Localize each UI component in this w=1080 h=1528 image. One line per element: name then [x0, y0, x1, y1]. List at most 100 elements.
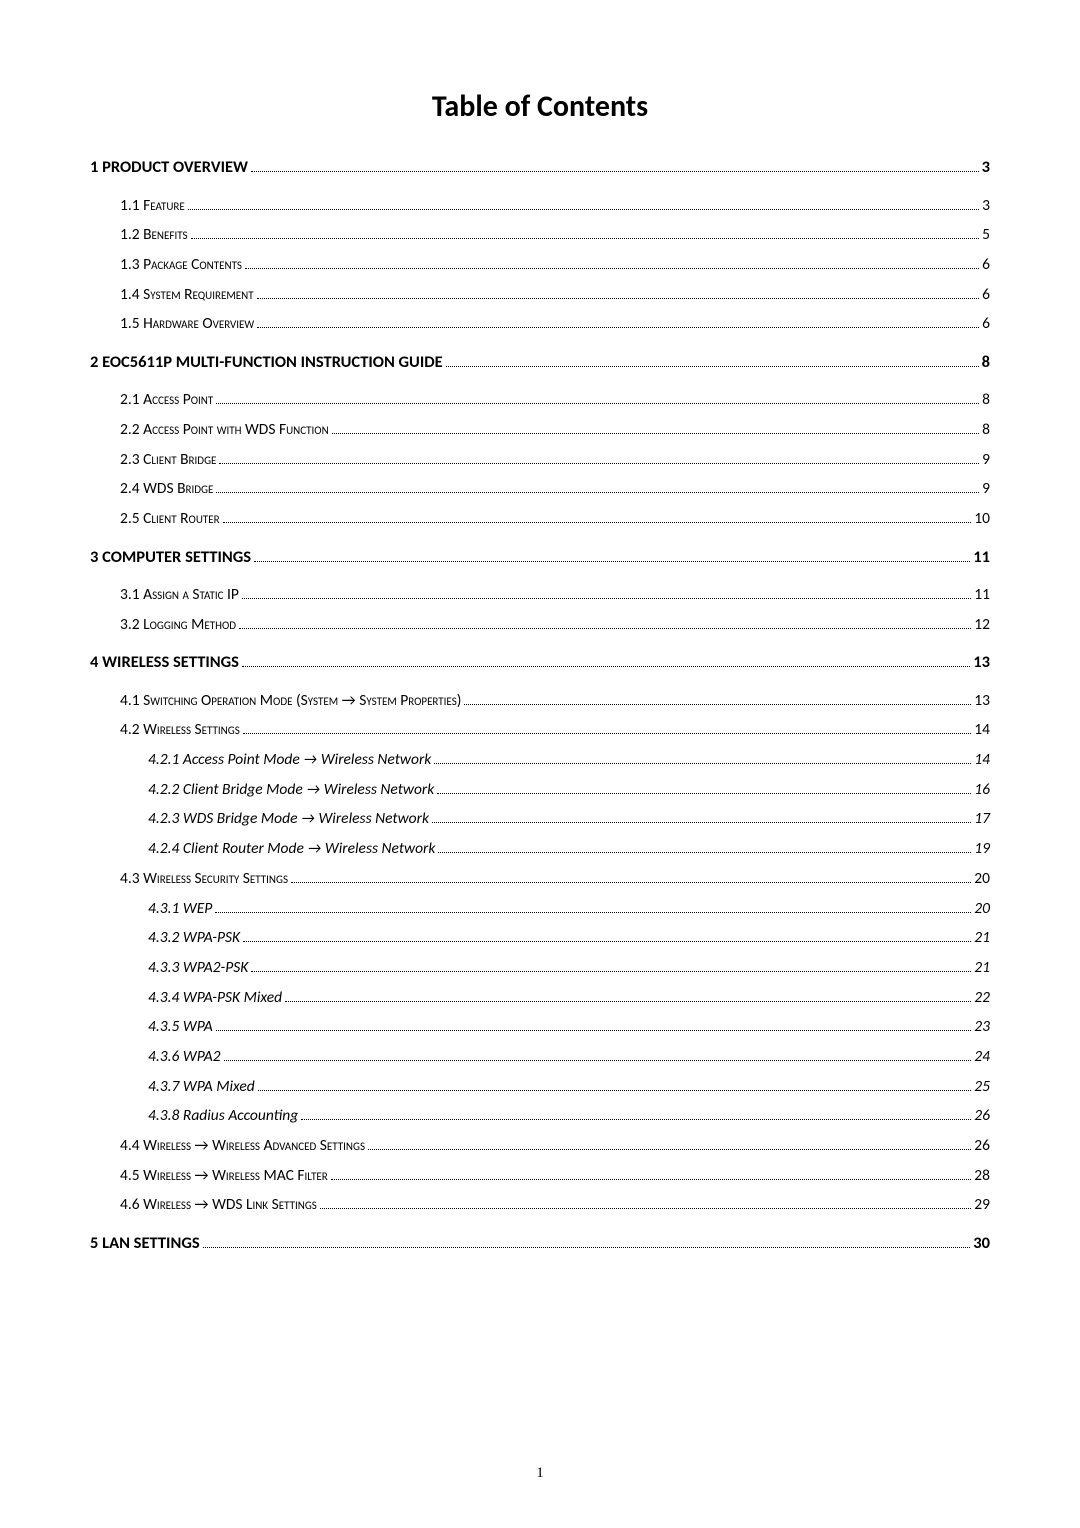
toc-entry-page: 3 — [982, 198, 990, 214]
toc-leader — [434, 763, 971, 764]
toc-entry-label: 1.5 Hardware Overview — [120, 316, 254, 332]
toc-entry: 4.3.8 Radius Accounting 26 — [90, 1108, 990, 1124]
toc-entry-page: 11 — [974, 587, 990, 603]
toc-entry-label: 5 LAN SETTINGS — [90, 1235, 200, 1252]
toc-leader — [216, 403, 979, 404]
toc-entry-label: 1.2 Benefits — [120, 227, 188, 243]
toc-leader — [320, 1208, 971, 1209]
toc-leader — [332, 433, 979, 434]
toc-entry-label: 4.3.8 Radius Accounting — [148, 1108, 298, 1124]
toc-leader — [432, 822, 971, 823]
toc-leader — [203, 1247, 971, 1248]
toc-entry-page: 9 — [982, 452, 990, 468]
toc-leader — [243, 941, 971, 942]
toc-entry-label: 4.3.6 WPA2 — [148, 1049, 221, 1065]
toc-entry-page: 26 — [974, 1138, 990, 1154]
toc-entry: 4.2.4 Client Router Mode → Wireless Netw… — [90, 841, 990, 857]
toc-entry-label: 4.2.4 Client Router Mode → Wireless Netw… — [148, 841, 435, 857]
toc-leader — [257, 298, 980, 299]
toc-entry-page: 10 — [974, 511, 990, 527]
toc-entry: 1.4 System Requirement 6 — [90, 287, 990, 303]
toc-entry: 4.3.1 WEP 20 — [90, 901, 990, 917]
toc-entry-page: 9 — [982, 481, 990, 497]
toc-entry-page: 28 — [974, 1168, 990, 1184]
toc-entry: 3 COMPUTER SETTINGS 11 — [90, 549, 990, 566]
toc-leader — [191, 238, 980, 239]
toc-entry-label: 4.3.5 WPA — [148, 1019, 213, 1035]
toc-entry: 4.2 Wireless Settings 14 — [90, 722, 990, 738]
toc-entry-label: 3.2 Logging Method — [120, 617, 236, 633]
toc-entry: 3.2 Logging Method 12 — [90, 617, 990, 633]
toc-leader — [464, 704, 971, 705]
toc-entry-page: 6 — [982, 257, 990, 273]
toc-leader — [216, 1030, 972, 1031]
toc-entry-page: 8 — [982, 422, 990, 438]
toc-entry-label: 4.2.1 Access Point Mode → Wireless Netwo… — [148, 752, 431, 768]
toc-entry: 4.2.1 Access Point Mode → Wireless Netwo… — [90, 752, 990, 768]
toc-entry-page: 20 — [974, 901, 990, 917]
toc-leader — [215, 912, 971, 913]
toc-entry-label: 2.2 Access Point with WDS Function — [120, 422, 329, 438]
toc-entry-page: 5 — [982, 227, 990, 243]
toc-entry: 4.3.6 WPA2 24 — [90, 1049, 990, 1065]
toc-entry-label: 2 EOC5611P MULTI-FUNCTION INSTRUCTION GU… — [90, 354, 443, 371]
toc-leader — [437, 793, 971, 794]
toc-entry-label: 4.3.3 WPA2-PSK — [148, 960, 248, 976]
toc-entry-page: 14 — [974, 722, 990, 738]
toc-entry: 4.3.4 WPA-PSK Mixed 22 — [90, 990, 990, 1006]
toc-entry-label: 4.3.4 WPA-PSK Mixed — [148, 990, 282, 1006]
toc-entry-page: 25 — [974, 1079, 990, 1095]
toc-leader — [251, 171, 979, 172]
toc-entry-label: 4.6 Wireless → WDS Link Settings — [120, 1197, 317, 1213]
toc-leader — [243, 733, 972, 734]
toc-entry: 2.2 Access Point with WDS Function 8 — [90, 422, 990, 438]
toc-leader — [251, 971, 971, 972]
toc-entry: 4.4 Wireless → Wireless Advanced Setting… — [90, 1138, 990, 1154]
toc-entry-label: 1 PRODUCT OVERVIEW — [90, 159, 248, 176]
toc-entry-label: 1.3 Package Contents — [120, 257, 242, 273]
toc-leader — [219, 463, 979, 464]
toc-entry-page: 23 — [974, 1019, 990, 1035]
toc-entry: 4 WIRELESS SETTINGS 13 — [90, 654, 990, 671]
toc-entry-label: 2.1 Access Point — [120, 392, 213, 408]
toc-entry-label: 3 COMPUTER SETTINGS — [90, 549, 251, 566]
toc-entry: 1.5 Hardware Overview 6 — [90, 316, 990, 332]
toc-entry-label: 4.4 Wireless → Wireless Advanced Setting… — [120, 1138, 365, 1154]
toc-leader — [242, 666, 970, 667]
toc-entry-page: 29 — [974, 1197, 990, 1213]
toc-leader — [446, 366, 979, 367]
toc-entry: 1 PRODUCT OVERVIEW 3 — [90, 159, 990, 176]
toc-entry: 4.3.7 WPA Mixed 25 — [90, 1079, 990, 1095]
toc-leader — [254, 561, 970, 562]
toc-entry-label: 2.3 Client Bridge — [120, 452, 216, 468]
toc-leader — [331, 1179, 972, 1180]
toc-entry: 4.6 Wireless → WDS Link Settings 29 — [90, 1197, 990, 1213]
toc-entry-page: 20 — [974, 871, 990, 887]
page-title: Table of Contents — [90, 88, 990, 125]
toc-entry-page: 26 — [974, 1108, 990, 1124]
toc-entry: 1.2 Benefits 5 — [90, 227, 990, 243]
toc-entry-label: 2.4 WDS Bridge — [120, 481, 213, 497]
toc-leader — [188, 209, 979, 210]
toc-entry: 4.1 Switching Operation Mode (System → S… — [90, 693, 990, 709]
toc-entry-page: 14 — [974, 752, 990, 768]
toc-entry-label: 3.1 Assign a Static IP — [120, 587, 239, 603]
toc-entry: 4.3 Wireless Security Settings 20 — [90, 871, 990, 887]
toc-entry-label: 4.3 Wireless Security Settings — [120, 871, 288, 887]
toc-entry-page: 30 — [973, 1235, 990, 1252]
toc-entry: 2 EOC5611P MULTI-FUNCTION INSTRUCTION GU… — [90, 354, 990, 371]
toc-entry-page: 8 — [982, 392, 990, 408]
toc-entry-label: 4.3.2 WPA-PSK — [148, 930, 240, 946]
toc-entry: 2.3 Client Bridge 9 — [90, 452, 990, 468]
toc-entry-label: 2.5 Client Router — [120, 511, 220, 527]
toc-leader — [239, 628, 971, 629]
toc-entry: 3.1 Assign a Static IP 11 — [90, 587, 990, 603]
page-footer: 1 — [0, 1465, 1080, 1482]
toc-leader — [301, 1119, 971, 1120]
toc-entry-label: 1.1 Feature — [120, 198, 185, 214]
toc-entry: 4.5 Wireless → Wireless MAC Filter 28 — [90, 1168, 990, 1184]
toc-entry: 4.3.5 WPA 23 — [90, 1019, 990, 1035]
toc-entry-page: 12 — [974, 617, 990, 633]
toc-entry-page: 16 — [974, 782, 990, 798]
toc-entry-label: 4.1 Switching Operation Mode (System → S… — [120, 693, 461, 709]
